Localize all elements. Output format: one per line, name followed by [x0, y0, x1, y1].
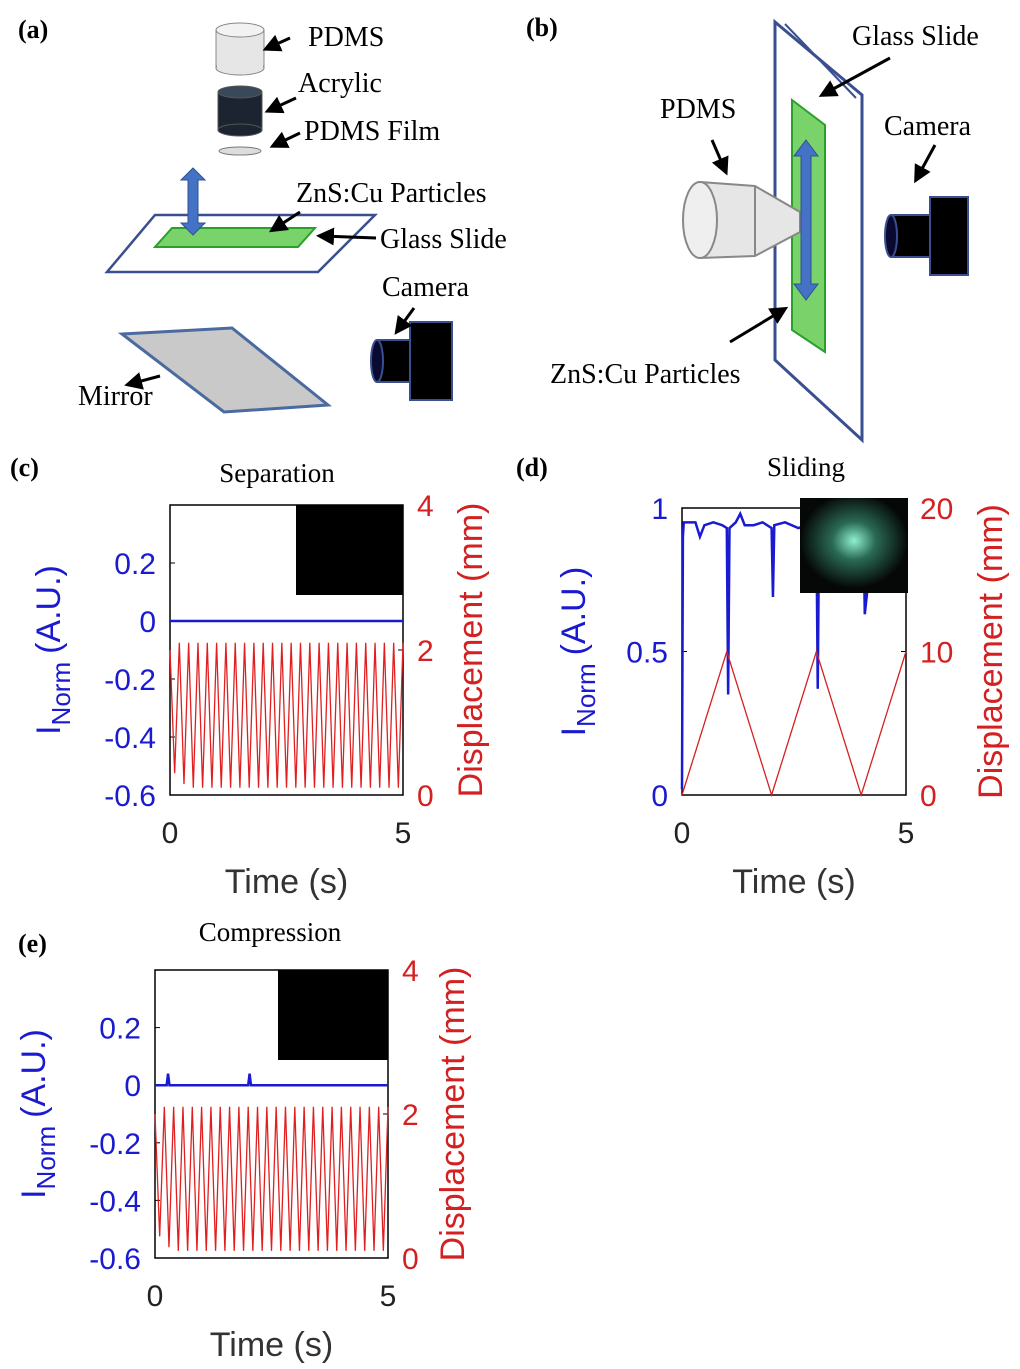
inset-image — [800, 498, 908, 593]
y-tick-label: -0.6 — [89, 1243, 141, 1276]
y2-tick-label: 10 — [920, 637, 953, 670]
acrylic-cylinder — [218, 86, 262, 136]
y2-tick-label: 20 — [920, 493, 953, 526]
x-axis-label: Time (s) — [732, 863, 855, 901]
label: PDMS Film — [304, 116, 440, 147]
inset-image — [278, 970, 388, 1060]
y-axis-label-sub: Norm — [571, 663, 601, 727]
y-tick-label: -0.2 — [104, 664, 156, 697]
y-axis-label-sub: Norm — [46, 662, 76, 726]
chart-title: Separation — [219, 458, 335, 488]
motion-arrow — [181, 168, 205, 235]
x-tick-label: 5 — [898, 817, 915, 850]
mirror — [122, 328, 328, 412]
y-tick-label: 0 — [124, 1070, 141, 1103]
label: Glass Slide — [852, 21, 979, 52]
y2-tick-label: 2 — [417, 635, 434, 668]
y-axis-label-unit: (A.U.) — [555, 567, 593, 656]
label: Glass Slide — [380, 224, 507, 255]
diagram-a: (a) PDMS Acrylic PDMS Film ZnS:Cu Partic… — [18, 15, 507, 412]
x-tick-label: 5 — [380, 1280, 397, 1313]
panel-label: (b) — [526, 13, 558, 42]
x-tick-label: 0 — [147, 1280, 164, 1313]
label: ZnS:Cu Particles — [296, 178, 487, 209]
y-axis-label: INorm (A.U.) — [15, 1029, 61, 1199]
panel-label: (d) — [516, 453, 548, 482]
y-axis-label-main: I — [555, 727, 593, 736]
x-axis-label: Time (s) — [225, 863, 348, 901]
panel-label: (a) — [18, 15, 48, 44]
y-axis-label-sub: Norm — [31, 1126, 61, 1190]
y-axis-label-main: I — [15, 1189, 53, 1198]
y-tick-label: -0.4 — [104, 722, 156, 755]
y-tick-label: 0.2 — [114, 548, 156, 581]
y-axis-label-unit: (A.U.) — [30, 565, 68, 654]
y2-tick-label: 2 — [402, 1099, 419, 1132]
camera — [371, 322, 452, 400]
y-tick-label: 0 — [139, 606, 156, 639]
label: PDMS — [308, 22, 384, 53]
panel-label: (e) — [18, 929, 47, 958]
label: PDMS — [660, 94, 736, 125]
label: ZnS:Cu Particles — [550, 359, 741, 390]
y2-tick-label: 0 — [417, 780, 434, 813]
y-tick-label: 0 — [651, 780, 668, 813]
pdms-film — [219, 147, 261, 155]
y2-axis-label: Displacement (mm) — [434, 967, 472, 1262]
y-tick-label: -0.4 — [89, 1185, 141, 1218]
diagram-b: (b) Glass Slide PDMS Camera ZnS:Cu Parti… — [526, 13, 979, 440]
y-tick-label: 0.5 — [626, 637, 668, 670]
particles — [155, 228, 315, 247]
figure: (a) PDMS Acrylic PDMS Film ZnS:Cu Partic… — [0, 0, 1020, 1369]
label: Camera — [382, 272, 470, 303]
camera — [885, 197, 968, 275]
y2-tick-label: 4 — [402, 955, 419, 988]
y2-tick-label: 0 — [402, 1243, 419, 1276]
y-tick-label: 1 — [651, 493, 668, 526]
label: Mirror — [78, 381, 153, 412]
label: Camera — [884, 111, 972, 142]
inset-image — [296, 505, 403, 595]
pdms-cylinder — [216, 23, 264, 75]
y-tick-label: -0.2 — [89, 1128, 141, 1161]
panel-label: (c) — [10, 453, 39, 482]
chart-title: Sliding — [767, 452, 845, 482]
y2-tick-label: 4 — [417, 490, 434, 523]
chart-title: Compression — [199, 917, 342, 947]
x-tick-label: 0 — [162, 817, 179, 850]
y-axis-label-unit: (A.U.) — [15, 1029, 53, 1118]
y-tick-label: 0.2 — [99, 1013, 141, 1046]
label: Acrylic — [298, 68, 382, 99]
x-tick-label: 0 — [674, 817, 691, 850]
y2-tick-label: 0 — [920, 780, 937, 813]
x-axis-label: Time (s) — [210, 1326, 333, 1364]
y-axis-label: INorm (A.U.) — [555, 567, 601, 737]
y-axis-label: INorm (A.U.) — [30, 565, 76, 735]
x-tick-label: 5 — [395, 817, 412, 850]
y2-axis-label: Displacement (mm) — [452, 503, 490, 798]
y-axis-label-main: I — [30, 725, 68, 734]
y-tick-label: -0.6 — [104, 780, 156, 813]
y2-axis-label: Displacement (mm) — [972, 504, 1010, 799]
